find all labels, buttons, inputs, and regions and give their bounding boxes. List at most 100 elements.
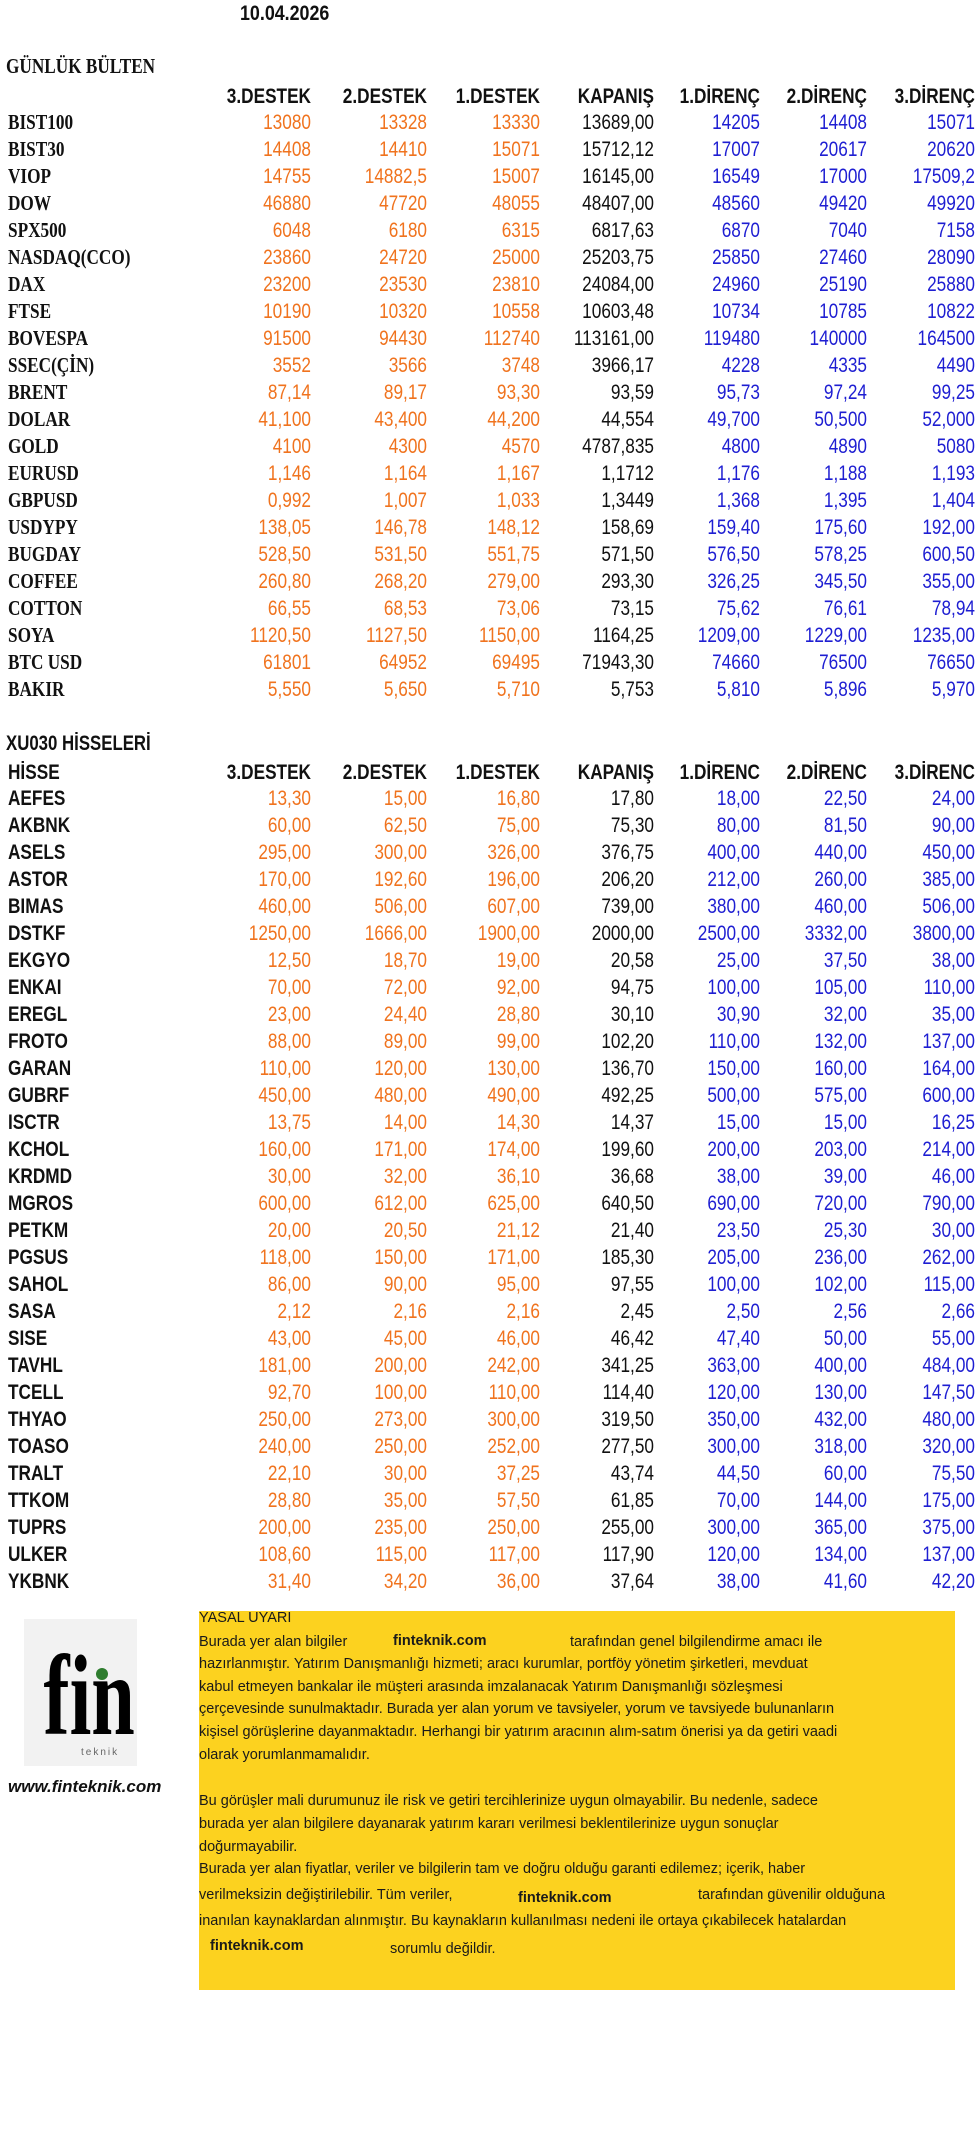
row-label: BTC USD — [8, 650, 83, 674]
value-cell: 13,75 — [267, 1111, 311, 1134]
value-cell: 170,00 — [258, 868, 311, 891]
value-cell: 3800,00 — [912, 922, 975, 945]
disclaimer-line: inanılan kaynaklardan alınmıştır. Bu kay… — [199, 1913, 847, 1929]
table-row: BIMAS 460,00 506,00 607,00 739,00 380,00 460,0… — [0, 893, 979, 920]
value-cell: 4570 — [501, 435, 540, 458]
column-header: 1.DESTEK — [455, 85, 540, 108]
value-cell: 2,50 — [726, 1300, 760, 1323]
value-cell: 7158 — [936, 219, 975, 242]
table-row: GBPUSD 0,992 1,007 1,033 1,3449 1,368 1,395 1,4… — [0, 487, 979, 514]
value-cell: 46,42 — [610, 1327, 654, 1350]
value-cell: 300,00 — [707, 1516, 760, 1539]
value-cell: 48407,00 — [582, 192, 654, 215]
value-cell: 181,00 — [258, 1354, 311, 1377]
brand-name: finteknik.com — [393, 1633, 487, 1649]
table-row: SPX500 6048 6180 6315 6817,63 6870 7040 7158 — [0, 217, 979, 244]
value-cell: 69495 — [492, 651, 540, 674]
value-cell: 492,25 — [601, 1084, 654, 1107]
value-cell: 140000 — [809, 327, 867, 350]
value-cell: 89,17 — [383, 381, 427, 404]
value-cell: 136,70 — [601, 1057, 654, 1080]
value-cell: 90,00 — [931, 814, 975, 837]
table-row: EREGL 23,00 24,40 28,80 30,10 30,90 32,00 35,00 — [0, 1001, 979, 1028]
table-row: FROTO 88,00 89,00 99,00 102,20 110,00 132,00 13… — [0, 1028, 979, 1055]
value-cell: 2,16 — [506, 1300, 540, 1323]
table-row: BUGDAY 528,50 531,50 551,75 571,50 576,50 578,… — [0, 541, 979, 568]
value-cell: 17007 — [712, 138, 760, 161]
value-cell: 132,00 — [814, 1030, 867, 1053]
value-cell: 30,90 — [716, 1003, 760, 1026]
value-cell: 25203,75 — [582, 246, 654, 269]
value-cell: 19,00 — [496, 949, 540, 972]
value-cell: 118,00 — [259, 1246, 311, 1269]
disclaimer-line: kişisel görüşlerine dayanmaktadır. Herha… — [199, 1724, 838, 1740]
value-cell: 3566 — [388, 354, 427, 377]
table-row: THYAO 250,00 273,00 300,00 319,50 350,00 432,0… — [0, 1406, 979, 1433]
value-cell: 300,00 — [707, 1435, 760, 1458]
value-cell: 500,00 — [707, 1084, 760, 1107]
value-cell: 1,395 — [823, 489, 867, 512]
value-cell: 10558 — [492, 300, 540, 323]
row-label: AEFES — [8, 787, 66, 810]
value-cell: 2,56 — [833, 1300, 867, 1323]
value-cell: 50,00 — [823, 1327, 867, 1350]
value-cell: 44,50 — [716, 1462, 760, 1485]
value-cell: 55,00 — [931, 1327, 975, 1350]
value-cell: 23,00 — [267, 1003, 311, 1026]
website-link[interactable]: www.finteknik.com — [8, 1777, 162, 1796]
value-cell: 22,50 — [823, 787, 867, 810]
value-cell: 43,400 — [374, 408, 427, 431]
table-row: SISE 43,00 45,00 46,00 46,42 47,40 50,00 55,00 — [0, 1325, 979, 1352]
value-cell: 235,00 — [374, 1516, 427, 1539]
table-row: EURUSD 1,146 1,164 1,167 1,1712 1,176 1,188 1,1… — [0, 460, 979, 487]
header-row: 3.DESTEK 2.DESTEK 1.DESTEK KAPANIŞ 1.DİRENÇ 2… — [0, 83, 979, 110]
row-label: TOASO — [8, 1435, 69, 1458]
column-header: 3.DİRENÇ — [894, 85, 975, 108]
table-row: TCELL 92,70 100,00 110,00 114,40 120,00 130,00… — [0, 1379, 979, 1406]
value-cell: 1900,00 — [477, 922, 540, 945]
value-cell: 49420 — [819, 192, 867, 215]
value-cell: 119480 — [703, 327, 760, 350]
value-cell: 72,00 — [383, 976, 427, 999]
value-cell: 37,50 — [823, 949, 867, 972]
value-cell: 47720 — [379, 192, 427, 215]
value-cell: 14882,5 — [364, 165, 427, 188]
legal-disclaimer: YASAL UYARI Burada yer alan bilgiler fin… — [199, 1610, 955, 1990]
row-label: TAVHL — [8, 1354, 63, 1377]
value-cell: 14410 — [379, 138, 427, 161]
column-header: 1.DİRENÇ — [679, 85, 760, 108]
disclaimer-line: sorumlu değildir. — [390, 1941, 496, 1957]
value-cell: 164500 — [917, 327, 975, 350]
value-cell: 87,14 — [267, 381, 311, 404]
table-row: BTC USD 61801 64952 69495 71943,30 74660 76500… — [0, 649, 979, 676]
row-label: BIST30 — [8, 137, 65, 161]
value-cell: 10190 — [263, 300, 311, 323]
row-label: EURUSD — [8, 461, 79, 485]
value-cell: 24720 — [379, 246, 427, 269]
svg-text:fin: fin — [44, 1632, 135, 1759]
value-cell: 23860 — [263, 246, 311, 269]
value-cell: 192,00 — [922, 516, 975, 539]
disclaimer-line: doğurmayabilir. — [199, 1839, 298, 1855]
value-cell: 1,146 — [267, 462, 311, 485]
table-row: ASTOR 170,00 192,60 196,00 206,20 212,00 260,0… — [0, 866, 979, 893]
row-label: DOW — [8, 191, 52, 215]
value-cell: 113161,00 — [573, 327, 654, 350]
value-cell: 10320 — [379, 300, 427, 323]
value-cell: 50,500 — [814, 408, 867, 431]
value-cell: 7040 — [828, 219, 867, 242]
value-cell: 146,78 — [374, 516, 427, 539]
value-cell: 341,25 — [601, 1354, 654, 1377]
value-cell: 0,992 — [267, 489, 311, 512]
value-cell: 640,50 — [601, 1192, 654, 1215]
row-label: KCHOL — [8, 1138, 70, 1161]
value-cell: 130,00 — [814, 1381, 867, 1404]
value-cell: 196,00 — [487, 868, 540, 891]
value-cell: 27460 — [819, 246, 867, 269]
value-cell: 114,40 — [602, 1381, 654, 1404]
value-cell: 74660 — [712, 651, 760, 674]
value-cell: 6315 — [501, 219, 540, 242]
value-cell: 460,00 — [814, 895, 867, 918]
table-row: MGROS 600,00 612,00 625,00 640,50 690,00 720,0… — [0, 1190, 979, 1217]
value-cell: 1235,00 — [912, 624, 975, 647]
